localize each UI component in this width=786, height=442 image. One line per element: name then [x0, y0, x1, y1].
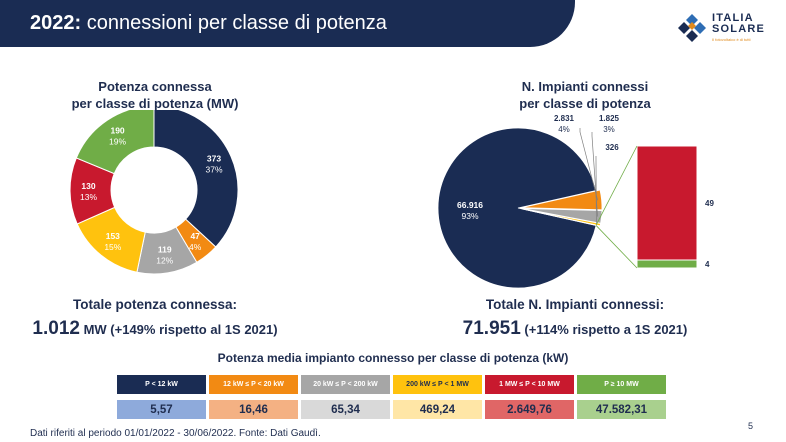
logo-line2: SOLARE: [712, 23, 766, 35]
table-value-cell: 16,46: [209, 400, 298, 419]
logo-text: ITALIA SOLARE: [712, 13, 765, 35]
table-header-cell: P < 12 kW: [117, 375, 206, 394]
pie-leader-line: [579, 128, 598, 201]
total-power-label: Totale potenza connessa:: [72, 297, 238, 312]
bar-segment-label: 49: [705, 199, 714, 208]
donut-value-label: 119: [158, 245, 172, 255]
pie-title-line1: N. Impianti connessi: [521, 79, 649, 94]
pie-slice: [437, 127, 597, 289]
title-year: 2022:: [30, 12, 82, 34]
table-value-cell: 5,57: [117, 400, 206, 419]
total-plants-label: Totale N. Impianti connessi:: [485, 297, 665, 312]
logo-tagline: Il fotovoltaico è di tutti: [712, 37, 751, 42]
total-power-number: 1.012: [32, 318, 80, 339]
pie-leader-line: [591, 132, 598, 217]
pie-small-value-label: 2.831: [554, 114, 575, 123]
donut-slice: [75, 110, 155, 175]
donut-percent-label: 12%: [156, 256, 173, 266]
average-power-table-title: Potenza media impianto connesso per clas…: [217, 351, 569, 365]
table-header-cell: P ≥ 10 MW: [577, 375, 666, 394]
total-power-value: 1.012 MW (+149% rispetto al 1S 2021): [0, 318, 310, 340]
donut-value-label: 190: [110, 126, 124, 136]
page-number: 5: [748, 421, 754, 431]
donut-value-label: 47: [190, 231, 200, 241]
table-value-cell: 2.649,76: [485, 400, 574, 419]
bar-segment-label: 4: [705, 260, 710, 269]
donut-chart-title: Potenza connessa per classe di potenza (…: [40, 78, 270, 112]
bar-of-pie-connector: [595, 225, 638, 269]
pie-small-percent-label: 3%: [603, 125, 615, 134]
donut-title-line1: Potenza connessa: [98, 79, 212, 94]
table-header-cell: 1 MW ≤ P < 10 MW: [485, 375, 574, 394]
donut-value-label: 153: [106, 231, 120, 241]
table-header-row: P < 12 kW 12 kW ≤ P < 20 kW 20 kW ≤ P < 20…: [117, 375, 666, 394]
pie-percent-label: 93%: [461, 211, 478, 221]
donut-value-label: 130: [81, 181, 95, 191]
donut-percent-label: 4%: [189, 242, 202, 252]
italia-solare-logo: ITALIA SOLARE Il fotovoltaico è di tutti: [676, 10, 776, 46]
total-plants-note: (+114% rispetto a 1S 2021): [520, 322, 688, 337]
pie-small-value-label: 1.825: [599, 114, 620, 123]
table-header-cell: 20 kW ≤ P < 200 kW: [301, 375, 390, 394]
donut-value-label: 373: [207, 154, 221, 164]
logo-line1: ITALIA: [712, 12, 754, 24]
pie-chart-title: N. Impianti connessi per classe di poten…: [470, 78, 700, 112]
title-text: connessioni per classe di potenza: [86, 12, 387, 34]
pie-slice: [521, 208, 601, 227]
table-value-row: 5,57 16,46 65,34 469,24 2.649,76 47.582,31: [117, 400, 666, 419]
pie-small-percent-label: 4%: [558, 125, 570, 134]
table-value-cell: 47.582,31: [577, 400, 666, 419]
table-value-cell: 65,34: [301, 400, 390, 419]
donut-percent-label: 19%: [109, 137, 126, 147]
donut-percent-label: 13%: [80, 192, 97, 202]
logo-mark-icon: [678, 14, 706, 42]
bar-of-pie-segment: [636, 259, 698, 269]
donut-percent-label: 15%: [104, 242, 121, 252]
table-header-cell: 200 kW ≤ P < 1 MW: [393, 375, 482, 394]
table-header-cell: 12 kW ≤ P < 20 kW: [209, 375, 298, 394]
donut-slice: [153, 110, 239, 248]
table-value-cell: 469,24: [393, 400, 482, 419]
donut-percent-label: 37%: [205, 165, 222, 175]
donut-title-line2: per classe di potenza (MW): [71, 96, 239, 111]
total-power-note: MW (+149% rispetto al 1S 2021): [79, 322, 278, 337]
page-title: 2022: connessioni per classe di potenza: [30, 12, 387, 35]
pie-title-line2: per classe di potenza: [519, 96, 651, 111]
pie-small-value-label: 326: [605, 143, 619, 152]
footnote: Dati riferiti al periodo 01/01/2022 - 30…: [30, 428, 321, 439]
pie-value-label: 66.916: [457, 200, 483, 210]
total-plants-number: 71.951: [462, 318, 521, 339]
total-plants-value: 71.951 (+114% rispetto a 1S 2021): [420, 318, 730, 340]
header-bar: [0, 0, 575, 47]
pie-slice: [521, 189, 603, 211]
bar-of-pie-segment: [636, 145, 698, 261]
bar-of-pie-connector: [595, 145, 638, 226]
